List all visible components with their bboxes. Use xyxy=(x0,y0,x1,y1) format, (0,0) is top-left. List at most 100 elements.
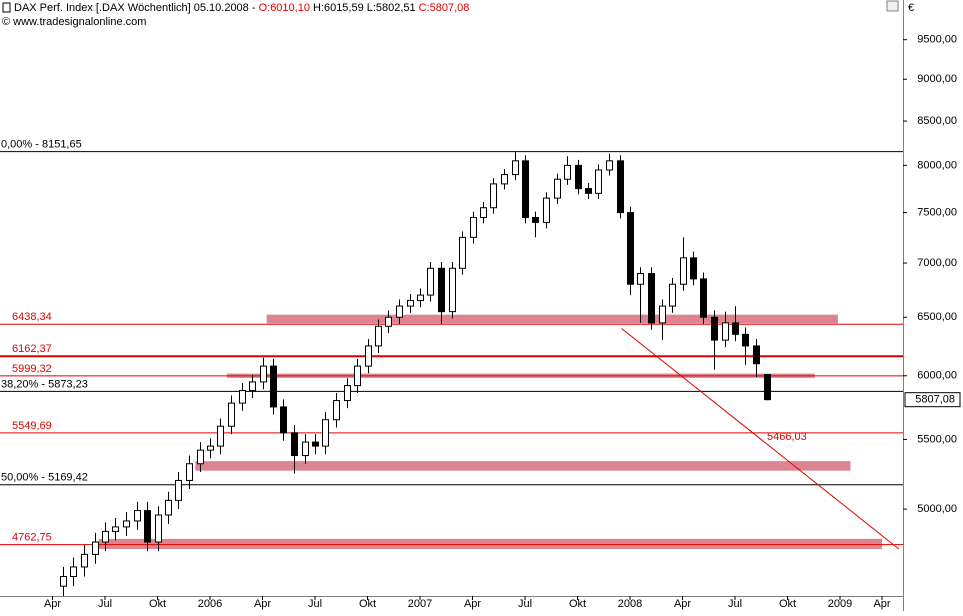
candle-body xyxy=(501,174,508,185)
candle-body xyxy=(753,345,760,365)
header: DAX Perf. Index [.DAX Wöchentlich] 05.10… xyxy=(2,2,469,28)
candle-body xyxy=(354,365,361,387)
candle-body xyxy=(333,400,340,421)
x-tick-label: Jul xyxy=(98,598,112,610)
menu-button[interactable] xyxy=(886,0,899,12)
candle-body xyxy=(690,257,697,280)
candle-body xyxy=(470,216,477,238)
y-tick-label: 6500,00 xyxy=(917,311,957,323)
candle-body xyxy=(417,294,424,302)
candle-body xyxy=(344,385,351,402)
candle-body xyxy=(112,526,119,532)
x-tick-label: Apr xyxy=(873,598,890,610)
candle-body xyxy=(165,499,172,516)
candle-body xyxy=(291,432,298,457)
support-zone xyxy=(98,538,882,549)
candle-body xyxy=(700,278,707,318)
candle-body xyxy=(396,305,403,318)
candle-body xyxy=(459,236,466,269)
last-price-label: 5807,08 xyxy=(915,394,955,406)
svg-text:DAX Perf. Index [.DAX Wöchent: DAX Perf. Index [.DAX Wöchentlich] 05.10… xyxy=(14,2,469,14)
title: DAX Perf. Index [.DAX Wöchentlich] 05.10… xyxy=(14,2,259,14)
close-label: C:5807,08 xyxy=(419,2,470,14)
candle-body xyxy=(617,160,624,214)
y-tick-label: 6000,00 xyxy=(917,370,957,382)
x-tick-label: 2008 xyxy=(618,598,642,610)
candle-body xyxy=(554,178,561,199)
candle-body xyxy=(407,300,414,307)
candle-body xyxy=(627,212,634,285)
level-label: 6162,37 xyxy=(12,343,52,355)
high-label: H:6015,59 xyxy=(313,2,364,14)
candle-body xyxy=(70,566,77,577)
candle-body xyxy=(449,267,456,313)
candle-body xyxy=(228,402,235,427)
last-price-tag xyxy=(904,392,961,408)
candle-body xyxy=(659,305,666,324)
candle-body xyxy=(480,207,487,218)
x-tick-label: Jul xyxy=(518,598,532,610)
level-label: 5549,69 xyxy=(12,420,52,432)
candle-body xyxy=(543,197,550,223)
candle-body xyxy=(637,273,644,285)
candle-body xyxy=(217,425,224,447)
y-tick-label: 7500,00 xyxy=(917,206,957,218)
source: © www.tradesignalonline.com xyxy=(2,16,146,28)
y-tick-label: 7000,00 xyxy=(917,257,957,269)
candle-body xyxy=(680,257,687,285)
trend-label: 5466,03 xyxy=(767,431,807,443)
candle-body xyxy=(155,514,162,543)
x-tick-label: Jul xyxy=(308,598,322,610)
candle-body xyxy=(144,510,151,543)
candle-body xyxy=(302,441,309,457)
candle-body xyxy=(575,164,582,190)
x-tick-label: Jul xyxy=(728,598,742,610)
support-zone xyxy=(195,461,851,471)
candle-body xyxy=(522,160,529,218)
candle-body xyxy=(92,541,99,555)
y-tick-label: 5500,00 xyxy=(917,433,957,445)
low-label: L:5802,51 xyxy=(367,2,416,14)
candle-body xyxy=(207,445,214,451)
plot-area: 0,00% - 8151,65 6438,34 6162,37 5999,32 38,2… xyxy=(0,139,903,596)
candle-body xyxy=(764,374,771,401)
x-tick-label: Apr xyxy=(674,598,691,610)
candle-body xyxy=(81,553,88,568)
candle-body xyxy=(490,183,497,209)
candle-body xyxy=(595,169,602,194)
x-tick-label: Okt xyxy=(779,598,796,610)
candle-body xyxy=(186,463,193,481)
candle-body xyxy=(742,333,749,347)
level-label: 0,00% - 8151,65 xyxy=(1,139,82,151)
candle-body xyxy=(134,510,141,522)
level-label: 6438,34 xyxy=(12,311,52,323)
candle-body xyxy=(585,188,592,194)
y-tick-label: 9000,00 xyxy=(917,73,957,85)
candle-body xyxy=(732,322,739,335)
x-tick-label: Apr xyxy=(254,598,271,610)
candle-body xyxy=(102,530,109,543)
candle-body xyxy=(438,267,445,313)
candle-body xyxy=(270,365,277,408)
candle-body xyxy=(123,520,130,528)
candle-body xyxy=(60,575,67,587)
level-label: 5999,32 xyxy=(12,363,52,375)
y-tick-label: 8000,00 xyxy=(917,159,957,171)
y-tick-label: 8500,00 xyxy=(917,115,957,127)
candle-body xyxy=(239,390,246,404)
candle-body xyxy=(512,160,519,176)
x-tick-label: Apr xyxy=(464,598,481,610)
y-tick-label: 9500,00 xyxy=(917,34,957,46)
header-icon xyxy=(2,2,11,13)
x-tick-label: 2006 xyxy=(198,598,222,610)
candle-body xyxy=(249,381,256,392)
candle-body xyxy=(197,449,204,465)
trend-line xyxy=(621,328,900,550)
x-tick-label: 2009 xyxy=(828,598,852,610)
candle-body xyxy=(606,160,613,171)
level-label: 50,00% - 5169,42 xyxy=(1,472,88,484)
candle-body xyxy=(532,216,539,223)
candle-body xyxy=(175,479,182,501)
candle-body xyxy=(427,267,434,296)
